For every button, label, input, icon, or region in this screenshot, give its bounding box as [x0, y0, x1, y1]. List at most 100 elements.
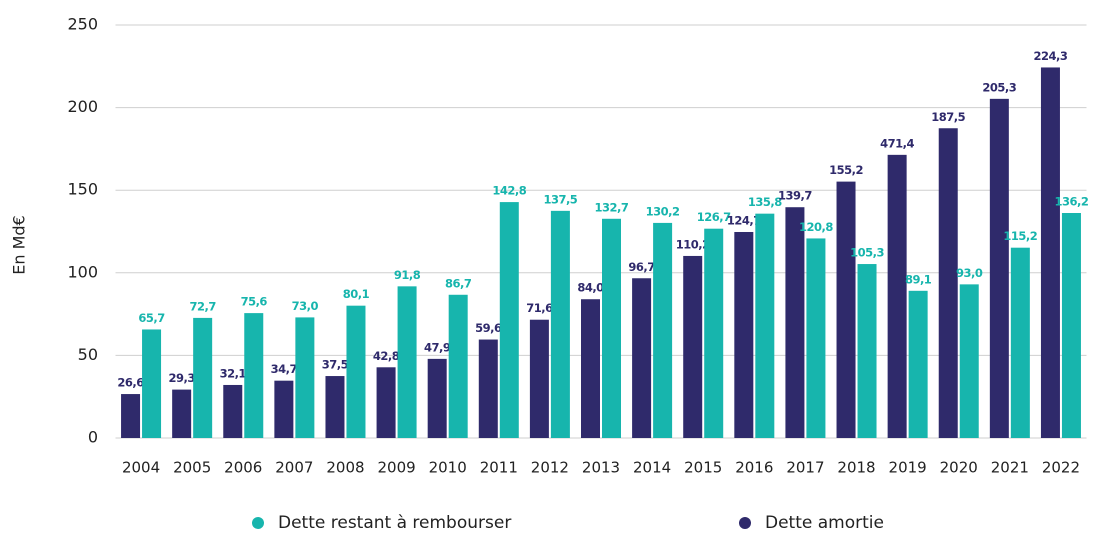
- value-label: 155,2: [829, 163, 863, 177]
- x-tick-label: 2005: [173, 459, 211, 477]
- x-tick-label: 2006: [224, 459, 262, 477]
- value-label: 32,1: [220, 366, 247, 380]
- x-tick-label: 2011: [480, 459, 518, 477]
- x-tick-label: 2015: [684, 459, 722, 477]
- bar: [1010, 247, 1030, 438]
- value-label: 115,2: [1003, 229, 1037, 243]
- value-label: 37,5: [322, 358, 349, 372]
- x-tick-label: 2010: [429, 459, 467, 477]
- bar: [632, 278, 652, 438]
- x-tick-label: 2022: [1042, 459, 1080, 477]
- y-tick-label: 200: [67, 97, 98, 116]
- y-tick-label: 50: [78, 345, 98, 364]
- legend-label: Dette restant à rembourser: [278, 513, 511, 533]
- bar: [397, 286, 417, 438]
- x-tick-label: 2018: [837, 459, 875, 477]
- bar: [193, 317, 213, 438]
- value-label: 42,8: [373, 349, 400, 363]
- value-label: 34,7: [271, 362, 298, 376]
- bar: [959, 284, 979, 438]
- value-label: 73,0: [292, 299, 319, 313]
- bar: [938, 128, 958, 438]
- bar: [499, 202, 519, 438]
- bar: [887, 154, 907, 438]
- value-label: 224,3: [1034, 49, 1068, 63]
- bar: [448, 294, 468, 438]
- value-label: 96,7: [628, 260, 655, 274]
- x-tick-label: 2017: [786, 459, 824, 477]
- bar: [581, 299, 600, 438]
- y-tick-label: 250: [67, 15, 98, 34]
- x-tick-label: 2019: [889, 459, 927, 477]
- bar: [121, 394, 141, 438]
- value-label: 137,5: [543, 192, 577, 206]
- value-label: 71,6: [526, 301, 553, 315]
- value-label: 135,8: [748, 195, 782, 209]
- x-tick-label: 2009: [377, 459, 415, 477]
- value-label: 86,7: [445, 276, 472, 290]
- bar: [785, 207, 805, 438]
- bar: [755, 213, 775, 438]
- y-tick-label: 100: [67, 262, 98, 281]
- bar: [142, 329, 162, 438]
- value-label: 80,1: [343, 287, 370, 301]
- bar: [295, 317, 315, 438]
- bar: [1040, 67, 1060, 439]
- x-tick-label: 2021: [991, 459, 1029, 477]
- bar: [602, 218, 621, 438]
- value-label: 471,4: [880, 136, 914, 150]
- value-label: 130,2: [646, 204, 680, 218]
- bar: [908, 290, 928, 438]
- bar: [346, 305, 366, 438]
- bar: [274, 380, 294, 438]
- value-label: 124,7: [727, 213, 761, 227]
- value-label: 93,0: [956, 266, 983, 280]
- x-tick-label: 2014: [633, 459, 671, 477]
- bar: [478, 339, 498, 438]
- bar: [806, 238, 826, 438]
- value-label: 65,7: [138, 311, 165, 325]
- bar: [325, 376, 345, 438]
- bar: [653, 222, 673, 438]
- bar: [857, 264, 877, 438]
- value-label: 75,6: [241, 295, 268, 309]
- value-label: 110,2: [676, 237, 710, 251]
- value-label: 139,7: [778, 189, 812, 203]
- value-label: 47,9: [424, 340, 451, 354]
- y-tick-label: 150: [67, 180, 98, 199]
- value-label: 120,8: [799, 220, 833, 234]
- x-tick-label: 2012: [531, 459, 569, 477]
- bar: [172, 389, 192, 438]
- value-label: 72,7: [189, 299, 216, 313]
- bar: [1061, 212, 1081, 438]
- bar: [989, 98, 1009, 439]
- x-tick-label: 2016: [735, 459, 773, 477]
- bar: [223, 384, 243, 438]
- x-tick-label: 2013: [582, 459, 620, 477]
- bar: [550, 210, 570, 438]
- legend-swatch: [252, 517, 264, 529]
- value-label: 142,8: [492, 184, 526, 198]
- bar: [734, 231, 754, 438]
- x-tick-label: 2020: [940, 459, 978, 477]
- value-label: 132,7: [595, 200, 629, 214]
- value-label: 26,6: [117, 376, 144, 390]
- value-label: 205,3: [982, 80, 1016, 94]
- value-label: 126,7: [697, 210, 731, 224]
- legend-label: Dette amortie: [765, 513, 884, 533]
- x-tick-label: 2007: [275, 459, 313, 477]
- bar: [427, 358, 447, 438]
- bar: [836, 181, 856, 438]
- value-label: 29,3: [168, 371, 195, 385]
- value-label: 91,8: [394, 268, 421, 282]
- bar: [704, 228, 724, 438]
- y-tick-label: 0: [88, 428, 98, 447]
- bar: [529, 319, 549, 438]
- bar: [683, 255, 703, 438]
- bar: [376, 367, 396, 438]
- value-label: 89,1: [905, 272, 932, 286]
- value-label: 59,6: [475, 321, 502, 335]
- x-tick-label: 2008: [326, 459, 364, 477]
- bar: [244, 313, 264, 438]
